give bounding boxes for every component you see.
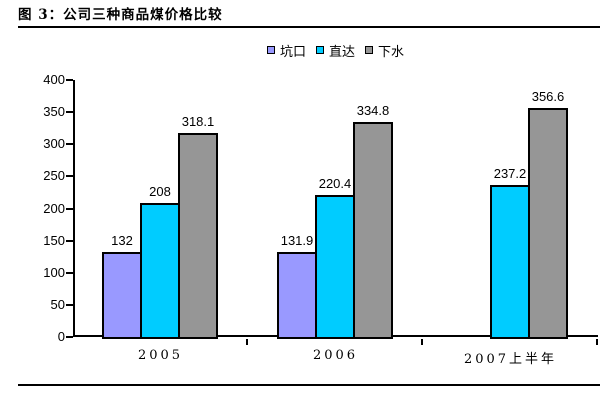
y-axis-tick-mark bbox=[66, 303, 73, 306]
bar-直达-2007上半年 bbox=[490, 184, 530, 339]
bar-下水-2006 bbox=[353, 121, 393, 339]
y-axis-tick-mark bbox=[66, 143, 73, 146]
bar-下水-2005 bbox=[178, 132, 218, 339]
y-axis-tick-label: 0 bbox=[57, 329, 65, 344]
bar-坑口-2005 bbox=[102, 252, 142, 339]
title-divider-line bbox=[18, 26, 600, 28]
x-axis-tick-mark bbox=[246, 339, 248, 345]
x-axis-category-label: 2005 bbox=[137, 348, 184, 363]
y-axis-tick-label: 50 bbox=[50, 296, 65, 312]
y-axis-tick-mark bbox=[66, 336, 73, 338]
y-axis-tick-label: 350 bbox=[43, 104, 65, 120]
bar-下水-2007上半年 bbox=[528, 107, 568, 339]
legend-swatch-icon bbox=[315, 46, 324, 54]
bar-value-label: 334.8 bbox=[356, 102, 390, 118]
bar-value-label: 237.2 bbox=[493, 165, 527, 181]
legend-label: 直达 bbox=[328, 44, 355, 60]
bar-value-label: 318.1 bbox=[181, 113, 215, 129]
legend-swatch-icon bbox=[365, 46, 373, 54]
y-axis-tick-label: 200 bbox=[43, 200, 65, 216]
y-axis-tick-label: 400 bbox=[43, 72, 65, 87]
bar-value-label: 132 bbox=[111, 233, 133, 249]
chart-title: 图 3：公司三种商品煤价格比较 bbox=[18, 7, 223, 23]
bar-坑口-2006 bbox=[277, 252, 317, 339]
y-axis-tick-mark bbox=[66, 79, 73, 81]
bar-value-label: 220.4 bbox=[318, 176, 352, 192]
y-axis-tick-mark bbox=[66, 271, 73, 274]
y-axis-tick-label: 100 bbox=[43, 264, 65, 280]
bar-直达-2005 bbox=[140, 203, 180, 339]
y-axis-tick-label: 300 bbox=[43, 136, 65, 152]
figure-bottom-border-line bbox=[18, 384, 600, 386]
bar-value-label: 208 bbox=[149, 184, 171, 200]
legend-swatch-icon bbox=[266, 46, 275, 54]
x-axis-category-label: 2006 bbox=[312, 348, 359, 363]
legend-label: 坑口 bbox=[279, 44, 306, 60]
legend-item-kengkou: 坑口 bbox=[266, 41, 306, 60]
chart-legend: 坑口 直达 下水 bbox=[73, 41, 598, 60]
bar-value-label: 356.6 bbox=[531, 88, 565, 104]
y-axis-tick-label: 250 bbox=[43, 168, 65, 184]
y-axis-tick-mark bbox=[66, 239, 73, 242]
x-axis-tick-mark bbox=[596, 339, 598, 345]
bar-直达-2006 bbox=[315, 195, 355, 339]
legend-item-zhida: 直达 bbox=[315, 41, 355, 60]
legend-item-xiashui: 下水 bbox=[365, 41, 404, 60]
y-axis-tick-label: 150 bbox=[43, 232, 65, 248]
legend-label: 下水 bbox=[378, 44, 405, 60]
x-axis-category-label: 2007上半年 bbox=[463, 352, 558, 367]
x-axis-tick-mark bbox=[421, 339, 423, 345]
y-axis-tick-mark bbox=[66, 111, 73, 114]
bar-value-label: 131.9 bbox=[280, 233, 314, 249]
y-axis-tick-mark bbox=[66, 175, 73, 178]
y-axis-tick-mark bbox=[66, 207, 73, 210]
